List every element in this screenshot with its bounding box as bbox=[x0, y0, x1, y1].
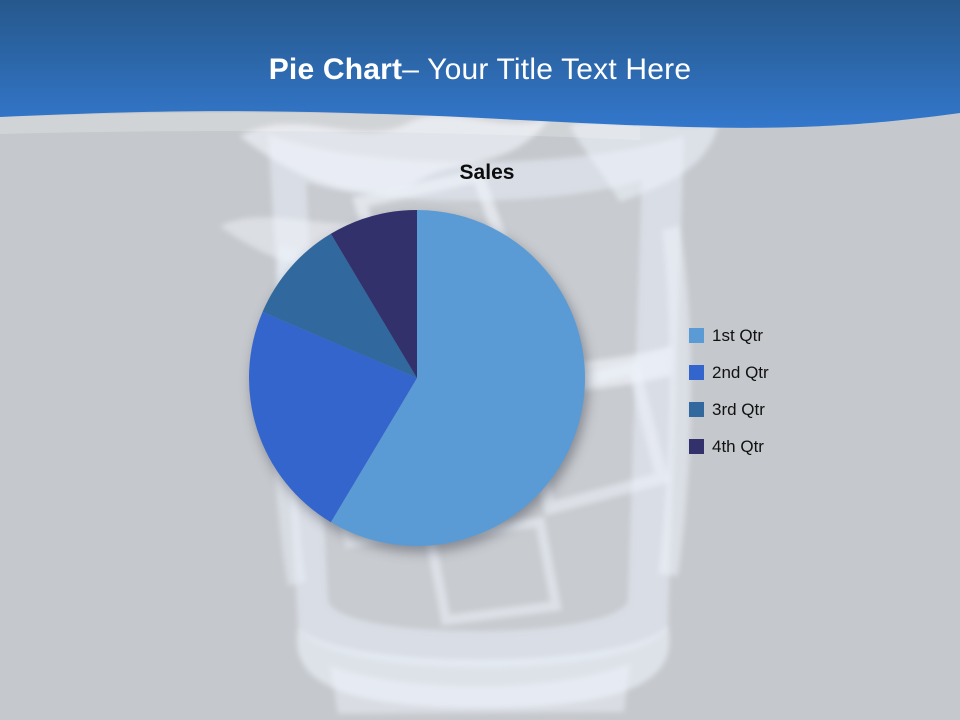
legend-label: 2nd Qtr bbox=[712, 362, 769, 382]
pie-chart bbox=[248, 210, 585, 546]
pie-slice-2nd-qtr bbox=[248, 311, 417, 523]
legend-item: 2nd Qtr bbox=[689, 354, 769, 391]
legend-label: 1st Qtr bbox=[712, 325, 764, 345]
legend-label: 3rd Qtr bbox=[712, 399, 765, 419]
pie-slice-1st-qtr bbox=[330, 210, 585, 546]
chart-legend: 1st Qtr 2nd Qtr 3rd Qtr 4th Qtr bbox=[689, 317, 769, 465]
legend-item: 4th Qtr bbox=[689, 428, 769, 465]
legend-swatch bbox=[689, 439, 704, 454]
legend-swatch bbox=[689, 365, 704, 380]
header-band bbox=[0, 0, 960, 140]
legend-swatch bbox=[689, 402, 704, 417]
pie-slice-4th-qtr bbox=[330, 210, 417, 378]
legend-item: 3rd Qtr bbox=[689, 391, 769, 428]
legend-swatch bbox=[689, 328, 704, 343]
chart-title: Sales bbox=[459, 161, 515, 184]
pie-slice-3rd-qtr bbox=[262, 233, 417, 378]
legend-item: 1st Qtr bbox=[689, 317, 769, 354]
slide-title: Pie Chart– Your Title Text Here bbox=[0, 50, 960, 90]
slide-title-bold: Pie Chart bbox=[268, 53, 403, 86]
slide-title-rest: – Your Title Text Here bbox=[402, 53, 692, 86]
legend-label: 4th Qtr bbox=[712, 436, 764, 456]
header-wave-sheen bbox=[0, 112, 640, 140]
